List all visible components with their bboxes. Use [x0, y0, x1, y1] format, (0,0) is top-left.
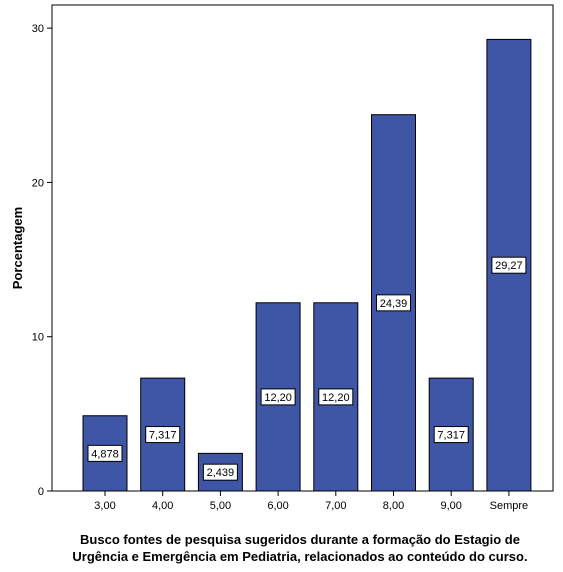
x-tick-label: 9,00: [440, 500, 461, 512]
data-label-box: [260, 388, 296, 406]
x-tick-label: 3,00: [94, 500, 115, 512]
data-label-box: [87, 444, 123, 462]
x-axis-label-line-2: Urgência e Emergência em Pediatria, rela…: [72, 549, 527, 564]
x-tick-label: 8,00: [383, 500, 404, 512]
x-tick-label: Sempre: [490, 500, 529, 512]
data-label-box: [433, 426, 469, 444]
data-label-box: [145, 426, 181, 444]
data-label: 7,317: [437, 430, 465, 442]
x-tick-label: 7,00: [325, 500, 346, 512]
x-axis: 3,00 4,00 5,00 6,00 7,00 8,00 9,00 Sempre: [94, 491, 528, 512]
y-axis: 0 10 20 30: [32, 23, 52, 498]
y-tick-label: 10: [32, 332, 44, 344]
x-tick-label: 5,00: [210, 500, 231, 512]
data-label: 2,439: [207, 467, 235, 479]
data-label: 24,39: [380, 298, 408, 310]
x-tick-label: 6,00: [267, 500, 288, 512]
x-tick-label: 4,00: [152, 500, 173, 512]
data-label: 7,317: [149, 430, 177, 442]
data-label: 12,20: [264, 392, 292, 404]
data-label: 12,20: [322, 392, 350, 404]
data-label-box: [318, 388, 354, 406]
bars-group: 4,878 7,317 2,439 12,20 12,20 24,39 7,317 29,27: [82, 38, 532, 492]
data-label-box: [376, 294, 411, 312]
y-tick-label: 30: [32, 23, 44, 35]
y-tick-label: 0: [38, 486, 44, 498]
data-label-box: [202, 463, 238, 481]
data-label-box: [491, 256, 527, 274]
y-tick-label: 20: [32, 177, 44, 189]
x-axis-label-line-1: Busco fontes de pesquisa sugeridos duran…: [80, 532, 520, 547]
data-label: 4,878: [91, 448, 119, 460]
data-label: 29,27: [495, 260, 523, 272]
y-axis-label: Porcentagem: [10, 207, 25, 289]
